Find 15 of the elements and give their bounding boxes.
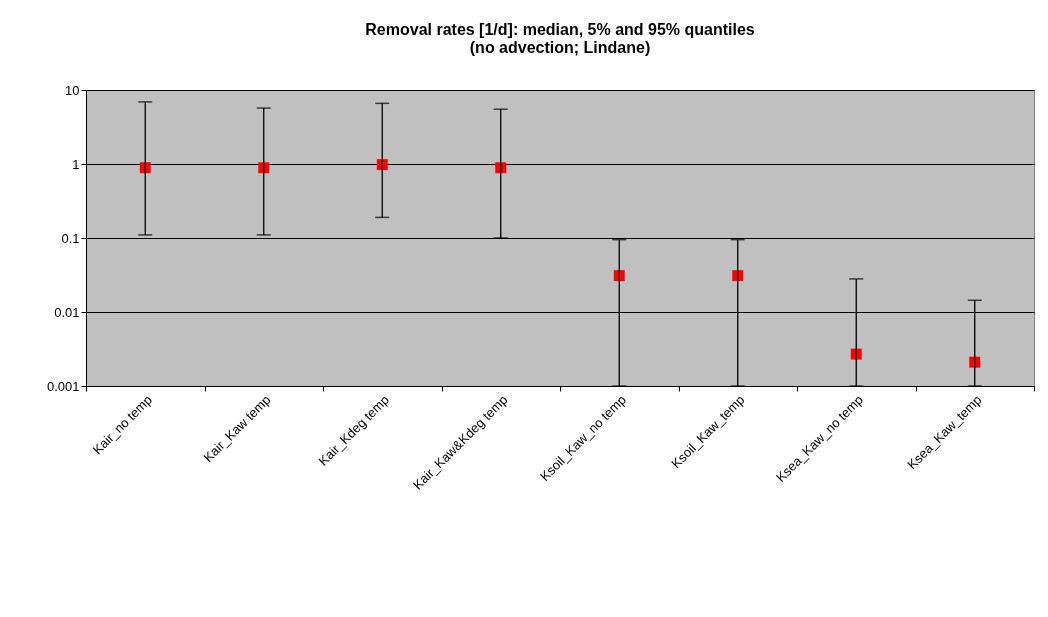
y-tick-label: 0.1 [61, 230, 80, 246]
point [139, 162, 151, 174]
point [376, 159, 388, 171]
text: Removal rates [1/d]: median, 5% and 95% quantiles [365, 21, 755, 38]
point [850, 348, 862, 360]
y-tick-label: 0.001 [46, 378, 80, 394]
y-tick-label: 1 [72, 156, 80, 172]
y-tick-label: 10 [65, 82, 80, 98]
point [258, 162, 270, 174]
text: (no advection; Lindane) [469, 39, 651, 56]
point [495, 162, 507, 174]
point [613, 270, 625, 282]
y-tick-label: 0.01 [54, 304, 80, 320]
point [969, 356, 981, 368]
point [732, 270, 744, 282]
